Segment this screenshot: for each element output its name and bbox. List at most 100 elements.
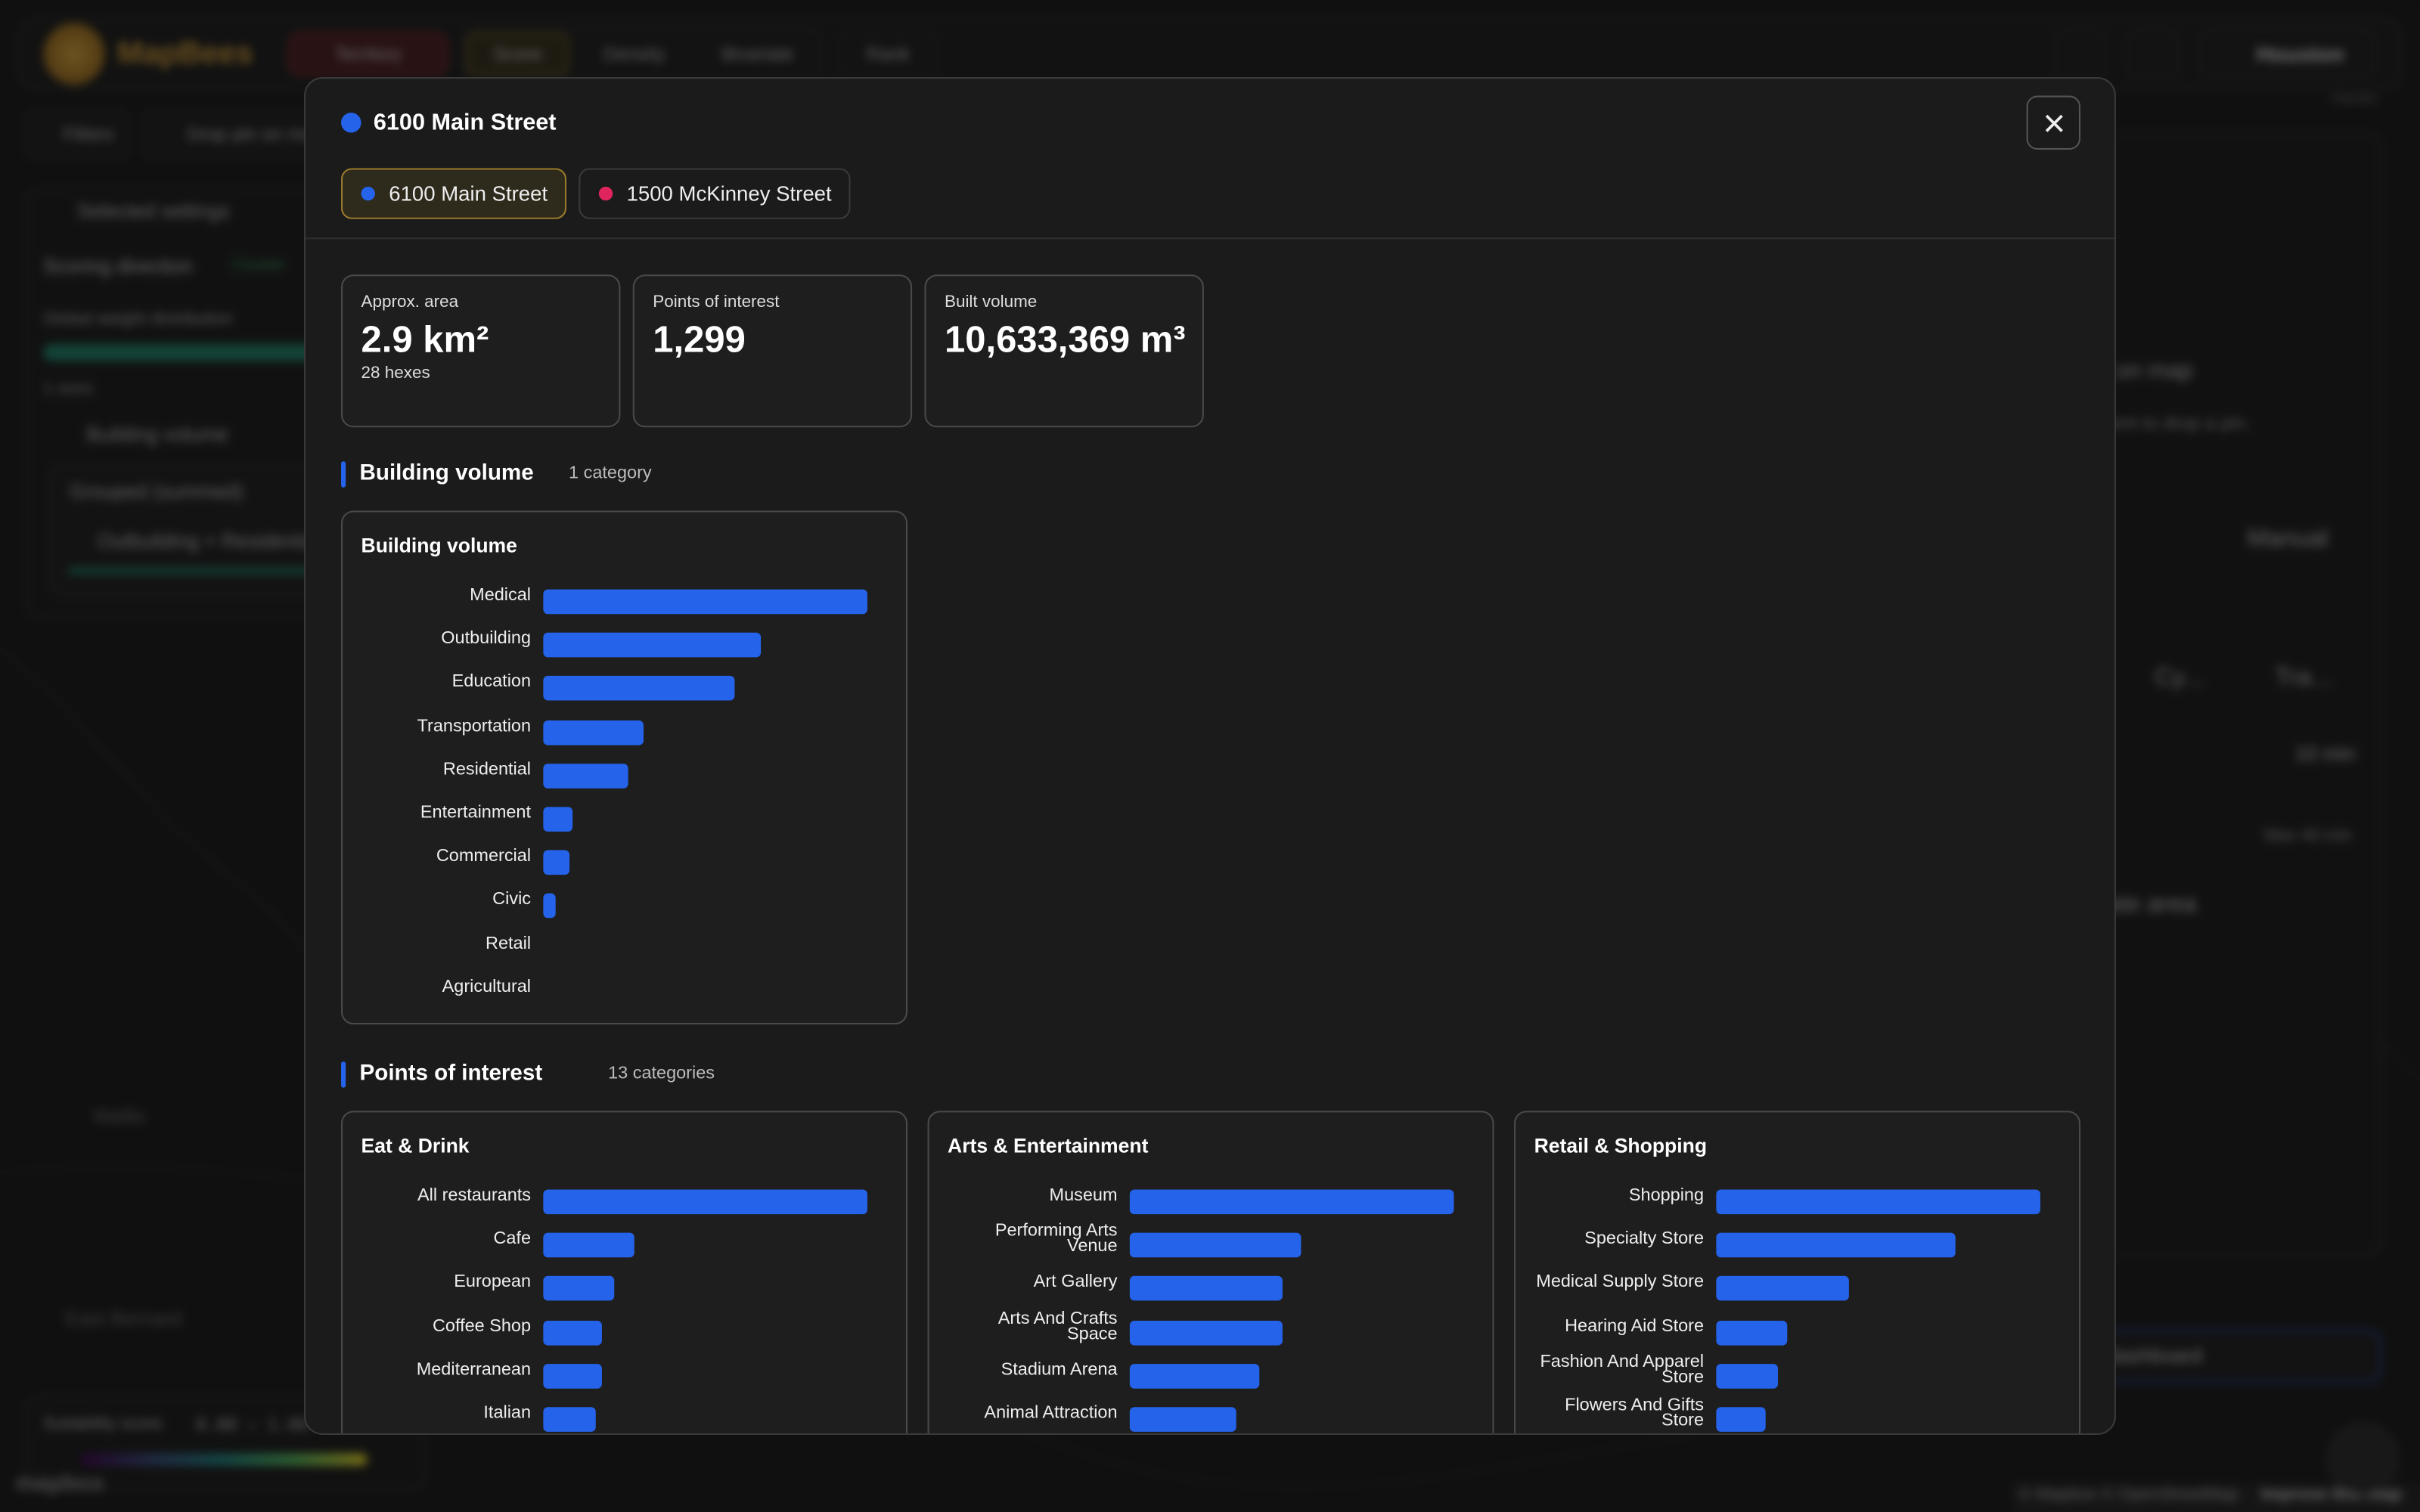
bar	[543, 894, 557, 919]
modal-title: 6100 Main Street	[373, 109, 557, 136]
bar-label: Transportation	[417, 717, 532, 736]
bar	[543, 1320, 602, 1345]
stat-card: Approx. area 2.9 km² 28 hexes	[341, 274, 621, 428]
bar-label-wrap: Medical	[358, 586, 532, 605]
bar-label-wrap: Education	[358, 673, 532, 692]
bar-label-wrap: All restaurants	[358, 1187, 531, 1204]
bar	[543, 850, 569, 875]
bar	[543, 1363, 602, 1389]
bar-label: Animal Attraction	[984, 1404, 1118, 1423]
chart-title: Arts & Entertainment	[948, 1134, 1149, 1157]
bar	[543, 633, 761, 658]
bar-label-wrap: Mediterranean	[358, 1360, 532, 1380]
chart-title: Retail & Shopping	[1534, 1134, 1708, 1157]
bar-label-wrap: Cafe	[358, 1229, 532, 1249]
bar-label-wrap: Transportation	[358, 717, 532, 736]
tab-label: 1500 McKinney Street	[626, 181, 832, 206]
divider	[306, 237, 2114, 240]
section-accent	[341, 461, 346, 488]
bar	[1129, 1276, 1283, 1302]
section-accent	[341, 1061, 346, 1088]
bar	[1716, 1407, 1765, 1432]
bar-label: Arts And Crafts Space	[997, 1309, 1118, 1343]
bar-label: Cafe	[493, 1229, 532, 1249]
bar	[543, 1232, 634, 1258]
stat-label: Built volume	[944, 293, 1038, 312]
bar-label-wrap: Entertainment	[358, 804, 532, 823]
bar-label: Stadium Arena	[1001, 1360, 1118, 1380]
address-tab[interactable]: 1500 McKinney Street	[579, 168, 851, 219]
bar	[1716, 1320, 1788, 1345]
bar-label: Entertainment	[420, 804, 532, 823]
bar-label: Education	[451, 673, 532, 692]
bar-label-wrap: Flowers And Gifts Store	[1531, 1396, 1705, 1430]
bar	[1129, 1189, 1454, 1215]
bar-label: Retail	[486, 934, 532, 953]
tab-dot	[361, 186, 375, 201]
bar-label: Mediterranean	[416, 1360, 532, 1380]
bar-label: European	[454, 1273, 532, 1292]
bar-label: Commercial	[436, 847, 532, 866]
chart-card: Retail & Shopping Shopping Specialty Store…	[1514, 1111, 2081, 1433]
bar	[1129, 1320, 1283, 1345]
bar-label: Museum	[1049, 1186, 1118, 1205]
section-title: Points of interest	[359, 1061, 543, 1086]
stat-sub: 28 hexes	[361, 364, 430, 383]
bar	[1129, 1232, 1302, 1258]
bar-label: Specialty Store	[1584, 1229, 1705, 1249]
bar-label-wrap: Stadium Arena	[945, 1360, 1118, 1380]
bar	[1716, 1189, 2040, 1215]
bar-label: Flowers And Gifts Store	[1565, 1396, 1705, 1430]
bar-label-wrap: Specialty Store	[1531, 1229, 1705, 1249]
close-button[interactable]	[2026, 95, 2081, 150]
section-title: Building volume	[359, 461, 534, 486]
bar	[543, 763, 628, 789]
modal: 6100 Main Street 6100 Main Street 1500 McK…	[304, 77, 2116, 1435]
tab-label: 6100 Main Street	[389, 181, 548, 206]
bar-label-wrap: Art Gallery	[945, 1273, 1118, 1292]
bar-label-wrap: Retail	[358, 934, 532, 953]
bar	[543, 1407, 595, 1432]
stat-value: 2.9 km²	[361, 319, 489, 361]
bar-label: Coffee Shop	[432, 1317, 532, 1336]
bar-label: Shopping	[1628, 1186, 1705, 1205]
bar	[543, 807, 572, 832]
bar-label-wrap: Civic	[358, 891, 532, 909]
bar-label-wrap: Coffee Shop	[358, 1317, 532, 1336]
bar-label-wrap: Animal Attraction	[945, 1404, 1118, 1423]
bar-label-wrap: Hearing Aid Store	[1531, 1318, 1704, 1335]
bar-label-wrap: Shopping	[1531, 1186, 1705, 1205]
section-count: 13 categories	[608, 1064, 715, 1083]
bar	[1716, 1363, 1778, 1389]
bar-label: Fashion And Apparel Store	[1540, 1352, 1705, 1387]
chart-title: Building volume	[361, 534, 517, 557]
stat-label: Points of interest	[653, 293, 780, 312]
bar-label: Medical Supply Store	[1536, 1273, 1705, 1292]
tab-dot	[598, 186, 613, 201]
bar-label-wrap: Outbuilding	[358, 630, 532, 649]
bar	[1129, 1407, 1237, 1432]
bar-label: Agricultural	[442, 978, 532, 996]
bar-label: Outbuilding	[441, 630, 532, 649]
title-dot	[341, 112, 361, 133]
bar	[543, 1189, 867, 1215]
bar-label: Medical	[470, 586, 532, 605]
address-tab[interactable]: 6100 Main Street	[341, 168, 566, 219]
bar-label-wrap: European	[358, 1273, 532, 1292]
bar	[1129, 1363, 1260, 1389]
stat-label: Approx. area	[361, 293, 459, 312]
stat-value: 1,299	[653, 319, 746, 361]
chart-card: Building volume Medical Outbuilding Educati…	[341, 510, 908, 1025]
bar-label: Civic	[492, 891, 532, 909]
section-count: 1 category	[569, 464, 652, 483]
bar-label-wrap: Fashion And Apparel Store	[1531, 1352, 1705, 1387]
bar-label-wrap: Italian	[358, 1405, 531, 1422]
stat-card: Built volume 10,633,369 m³	[924, 274, 1204, 428]
bar	[543, 1276, 615, 1302]
bar-label: Performing Arts Venue	[994, 1222, 1118, 1256]
stat-value: 10,633,369 m³	[944, 319, 1186, 361]
bar-label-wrap: Agricultural	[358, 978, 532, 996]
bar-label-wrap: Performing Arts Venue	[945, 1222, 1118, 1256]
bar-label: Art Gallery	[1033, 1273, 1118, 1292]
chart-card: Arts & Entertainment Museum Performing Art…	[927, 1111, 1494, 1433]
